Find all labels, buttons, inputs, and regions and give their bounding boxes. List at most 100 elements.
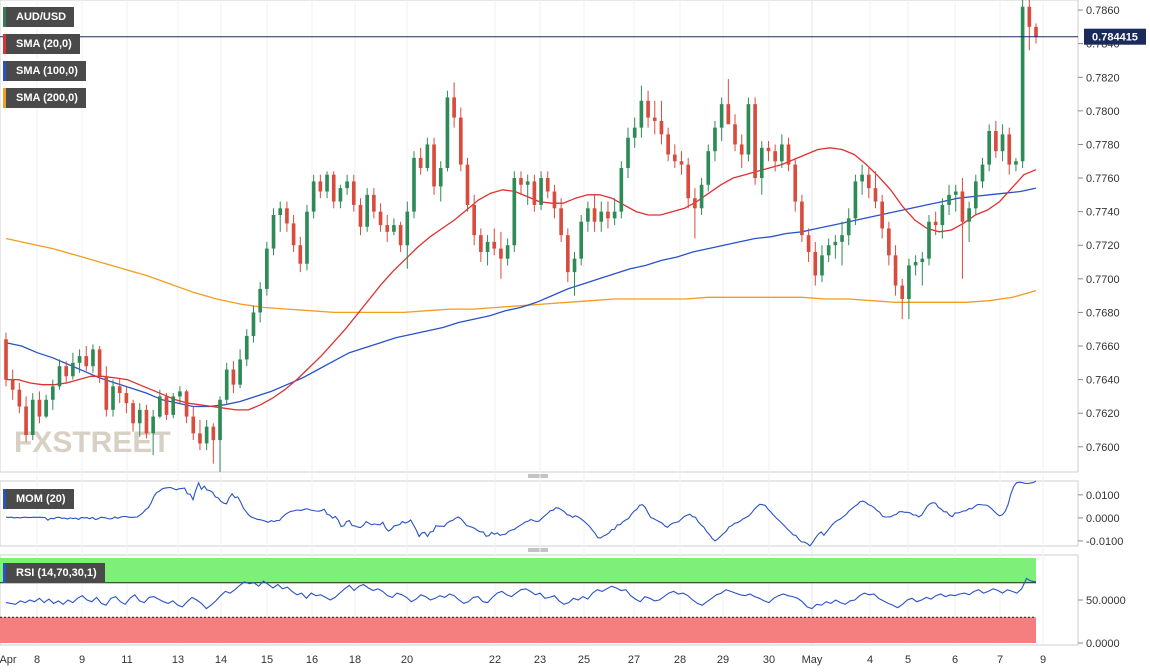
candle <box>666 127 670 162</box>
candle <box>505 238 510 266</box>
candle <box>137 403 142 437</box>
candle <box>278 201 283 232</box>
candle <box>973 174 978 216</box>
candle <box>251 305 256 343</box>
sma-20-label[interactable]: SMA (20,0) <box>3 34 80 54</box>
candle <box>338 184 343 209</box>
candle <box>345 174 349 195</box>
candle <box>840 221 844 266</box>
rsi-overbought-zone <box>0 558 1036 583</box>
candle <box>452 82 456 128</box>
last-price-badge <box>1084 28 1146 45</box>
price-tick-label: 0.7740 <box>1086 207 1120 219</box>
candle <box>311 174 316 219</box>
candle <box>178 386 182 404</box>
mom-panel <box>0 480 1079 547</box>
candle <box>64 361 69 383</box>
candle <box>893 245 898 296</box>
candle <box>927 215 931 266</box>
x-tick-label: Apr <box>0 654 17 666</box>
candle <box>960 178 965 279</box>
panel-splitter-2[interactable] <box>528 548 548 552</box>
candle <box>652 100 657 135</box>
candle <box>458 107 463 172</box>
candle <box>10 369 15 400</box>
candle <box>639 85 644 138</box>
sma-100-label[interactable]: SMA (100,0) <box>3 61 86 81</box>
rsi-oversold-zone <box>0 617 1036 643</box>
candle <box>632 117 637 148</box>
panel-splitter-1[interactable] <box>528 474 548 478</box>
candle <box>766 141 771 162</box>
candle <box>124 386 129 414</box>
candle <box>57 359 62 390</box>
candle <box>258 282 262 323</box>
candle <box>158 389 162 419</box>
mom-tick-label: 0.0000 <box>1086 513 1120 525</box>
candle <box>833 235 838 259</box>
candle <box>907 258 911 320</box>
price-tick-label: 0.7760 <box>1086 173 1120 185</box>
candle <box>933 211 938 236</box>
candle <box>713 120 717 162</box>
candle <box>813 241 818 286</box>
candle <box>318 174 323 199</box>
price-tick-label: 0.7660 <box>1086 341 1120 353</box>
candle <box>104 366 109 417</box>
candle <box>291 215 296 252</box>
sma-200-label[interactable]: SMA (200,0) <box>3 88 86 108</box>
candle <box>947 184 951 216</box>
candle <box>773 144 777 172</box>
candle <box>572 251 577 296</box>
candle <box>271 208 276 256</box>
candle <box>71 352 75 380</box>
candle <box>385 215 390 242</box>
candle <box>325 171 329 199</box>
candle <box>211 423 216 464</box>
candle <box>826 238 831 263</box>
candle <box>365 188 369 232</box>
symbol-label[interactable]: AUD/USD <box>3 7 75 27</box>
price-tick-label: 0.7800 <box>1086 106 1120 118</box>
candle <box>91 344 95 373</box>
candle <box>50 379 55 410</box>
x-tick-label: 14 <box>215 654 227 666</box>
candle <box>532 174 537 212</box>
rsi-label[interactable]: RSI (14,70,30,1) <box>3 563 105 583</box>
last-price-text: 0.784415 <box>1092 32 1138 44</box>
candle <box>204 419 209 451</box>
candle <box>887 221 891 266</box>
candle <box>144 404 149 439</box>
candle <box>913 255 918 276</box>
candle <box>398 221 403 252</box>
candle <box>786 137 791 172</box>
candle <box>432 137 436 195</box>
mom-label[interactable]: MOM (20) <box>3 489 74 509</box>
candle <box>880 194 884 239</box>
candle <box>492 228 497 256</box>
candle <box>131 399 135 432</box>
candle <box>1027 0 1032 51</box>
candle <box>1034 23 1038 44</box>
x-tick-label: 9 <box>1040 654 1046 666</box>
candle <box>559 198 563 242</box>
candle <box>438 161 443 202</box>
x-tick-label: 4 <box>867 654 873 666</box>
x-tick-label: 9 <box>79 654 85 666</box>
candle <box>392 218 396 236</box>
candle <box>606 201 610 229</box>
candle <box>97 346 102 383</box>
rsi-tick-label: 0.0000 <box>1086 638 1120 650</box>
sma-100-line <box>5 187 1037 408</box>
candle <box>117 377 122 404</box>
candle <box>525 174 530 205</box>
candle <box>30 393 35 441</box>
candle <box>231 361 236 394</box>
candle <box>739 134 744 168</box>
candle <box>780 134 784 168</box>
candle <box>198 419 202 451</box>
x-tick-label: 13 <box>172 654 184 666</box>
candle <box>953 184 958 212</box>
price-tick-label: 0.7600 <box>1086 442 1120 454</box>
candle <box>719 97 724 142</box>
